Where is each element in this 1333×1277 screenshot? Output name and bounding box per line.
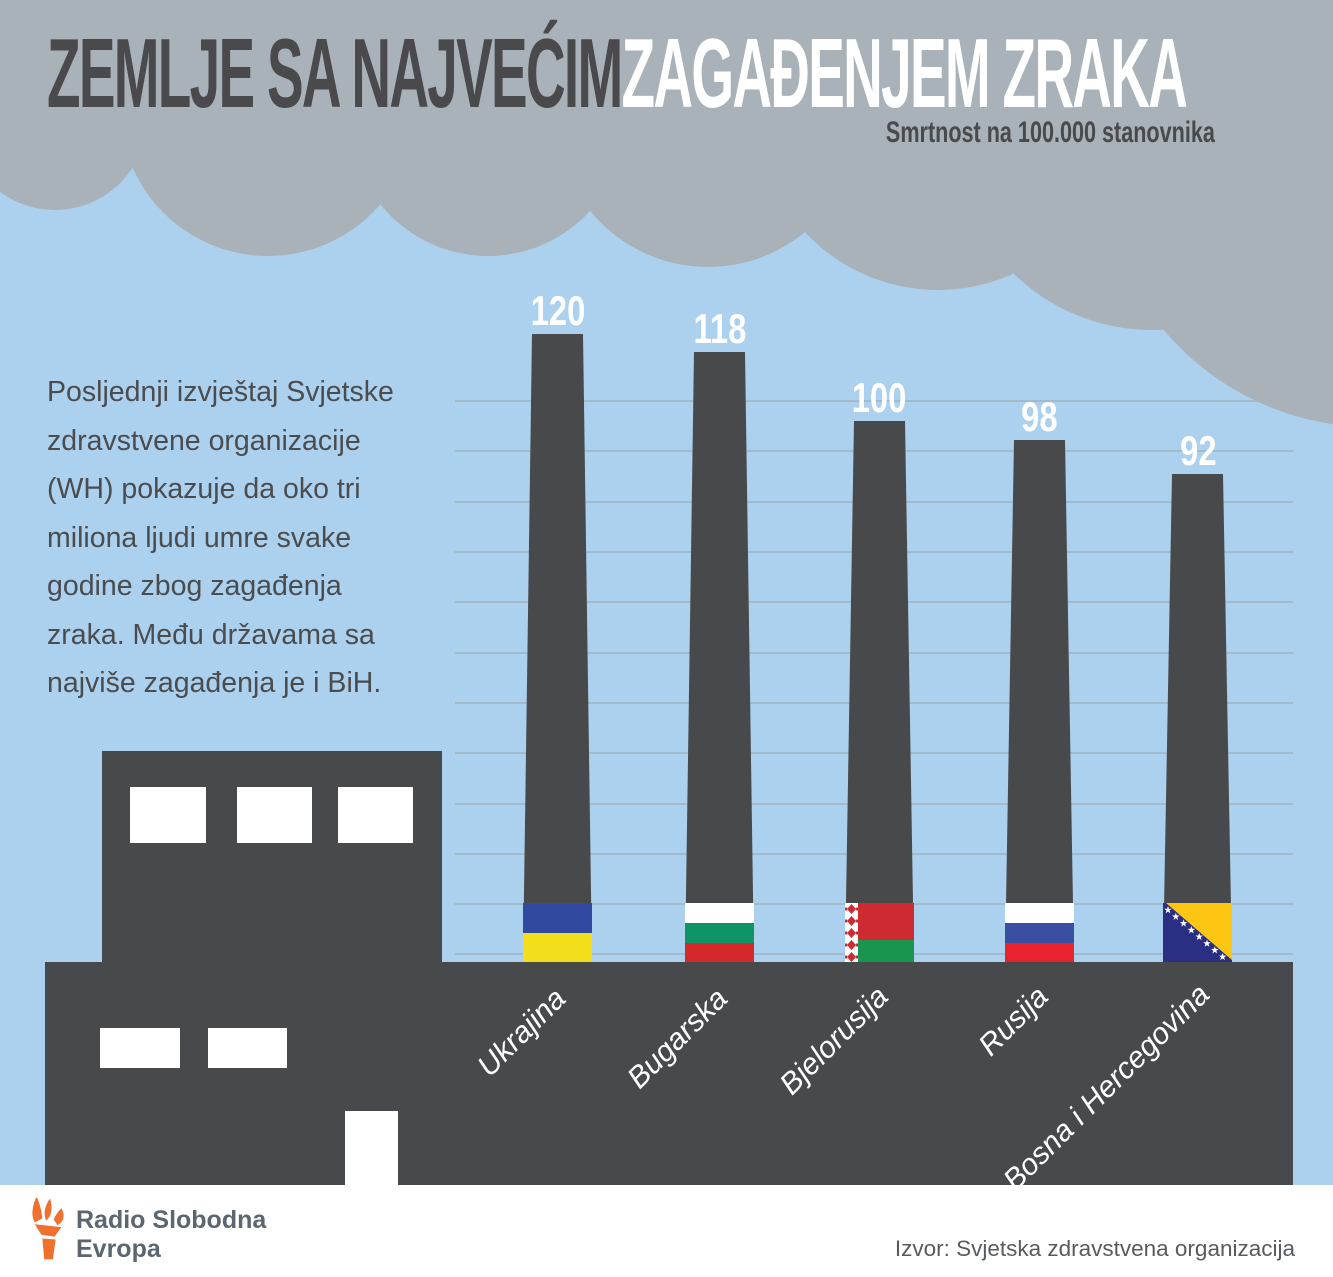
ground-strip <box>45 962 1293 1185</box>
intro-paragraph: Posljednji izvještaj Svjetske zdravstven… <box>47 376 394 699</box>
bar-belarus <box>845 421 914 962</box>
flag-ukraine <box>523 903 592 962</box>
torch-icon <box>32 1196 64 1260</box>
flag-russia <box>1005 903 1074 962</box>
value-label-belarus: 100 <box>851 374 907 421</box>
factory-window <box>338 787 413 843</box>
bosnia-flag-graphic <box>1163 903 1232 962</box>
value-label-russia: 98 <box>1020 393 1058 440</box>
logo-text: Radio Slobodna Evropa <box>76 1206 266 1264</box>
factory-window <box>100 1028 180 1068</box>
factory-window <box>237 787 312 843</box>
bar-bosnia <box>1163 474 1232 962</box>
factory-window <box>130 787 206 843</box>
value-label-ukraine: 120 <box>530 287 586 334</box>
value-label-bosnia: 92 <box>1179 427 1217 474</box>
belarus-flag-graphic <box>845 903 914 962</box>
flag-bosnia <box>1163 903 1232 962</box>
flag-belarus <box>845 903 914 962</box>
value-label-bulgaria: 118 <box>693 305 747 352</box>
title-accent: ZAGAĐENJEM ZRAKA <box>621 18 1188 128</box>
source-text: Izvor: Svjetska zdravstvena organizacija <box>894 1236 1295 1261</box>
factory-door <box>345 1111 398 1185</box>
logo-line2: Evropa <box>76 1235 161 1263</box>
title-main: ZEMLJE SA NAJVEĆIM <box>47 18 623 128</box>
gridline <box>455 400 1293 402</box>
rse-logo: Radio Slobodna Evropa <box>30 1196 266 1264</box>
smog-cloud <box>0 0 1333 425</box>
chart-subtitle: Smrtnost na 100.000 stanovnika <box>886 116 1215 149</box>
factory-building <box>102 751 442 963</box>
bar-russia <box>1005 440 1074 962</box>
page-title: ZEMLJE SA NAJVEĆIMZAGAĐENJEM ZRAKA <box>47 22 1188 125</box>
logo-line1: Radio Slobodna <box>76 1206 267 1234</box>
bar-ukraine <box>523 334 592 962</box>
flag-bulgaria <box>685 903 754 962</box>
bar-bulgaria <box>685 352 754 962</box>
factory-window <box>208 1028 287 1068</box>
